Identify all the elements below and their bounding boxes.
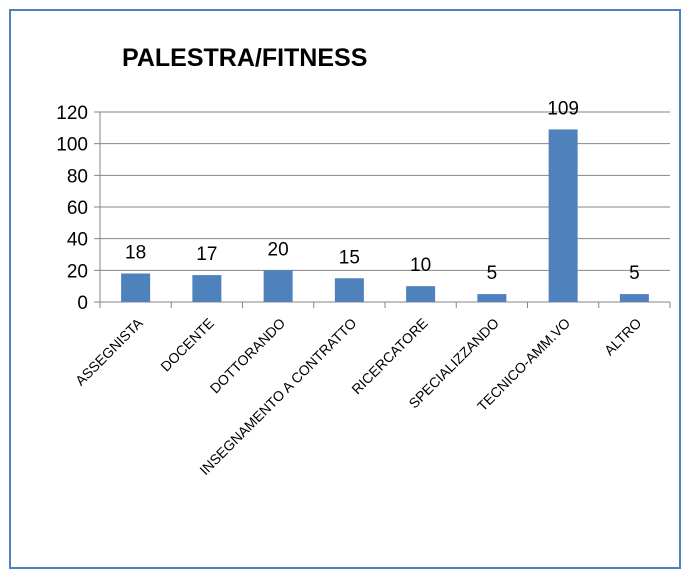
x-tick-label: DOTTORANDO — [207, 315, 289, 397]
y-tick-label: 80 — [67, 166, 88, 187]
gridlines — [100, 111, 670, 271]
data-label: 15 — [339, 247, 360, 268]
y-tick-label: 20 — [67, 261, 88, 282]
x-tick-label: ALTRO — [601, 315, 645, 359]
x-tick-label: DOCENTE — [157, 315, 217, 375]
bar — [192, 275, 222, 302]
data-label: 17 — [196, 244, 217, 265]
data-label: 5 — [629, 263, 640, 284]
bar — [406, 286, 436, 302]
x-tick-label: INSEGNAMENTO A CONTRATTO — [196, 315, 359, 478]
y-tick-label: 100 — [56, 135, 88, 156]
y-tick-label: 120 — [56, 103, 88, 124]
bar — [121, 273, 151, 302]
data-label: 109 — [547, 98, 579, 119]
y-tick-label: 0 — [77, 293, 88, 314]
bar — [477, 294, 507, 302]
data-label: 18 — [125, 243, 146, 264]
x-tick-label: ASSEGNISTA — [72, 314, 146, 388]
data-label: 20 — [268, 239, 289, 260]
axes — [94, 111, 671, 308]
data-label: 10 — [410, 255, 431, 276]
bar — [619, 294, 649, 302]
bar — [548, 129, 578, 302]
x-tick-label: RICERCATORE — [348, 315, 430, 397]
chart-title: PALESTRA/FITNESS — [122, 44, 368, 72]
y-tick-label: 40 — [67, 230, 88, 251]
y-tick-label: 60 — [67, 198, 88, 219]
bar — [263, 270, 293, 302]
bar — [334, 278, 364, 302]
data-label: 5 — [487, 263, 498, 284]
bars — [121, 129, 649, 302]
